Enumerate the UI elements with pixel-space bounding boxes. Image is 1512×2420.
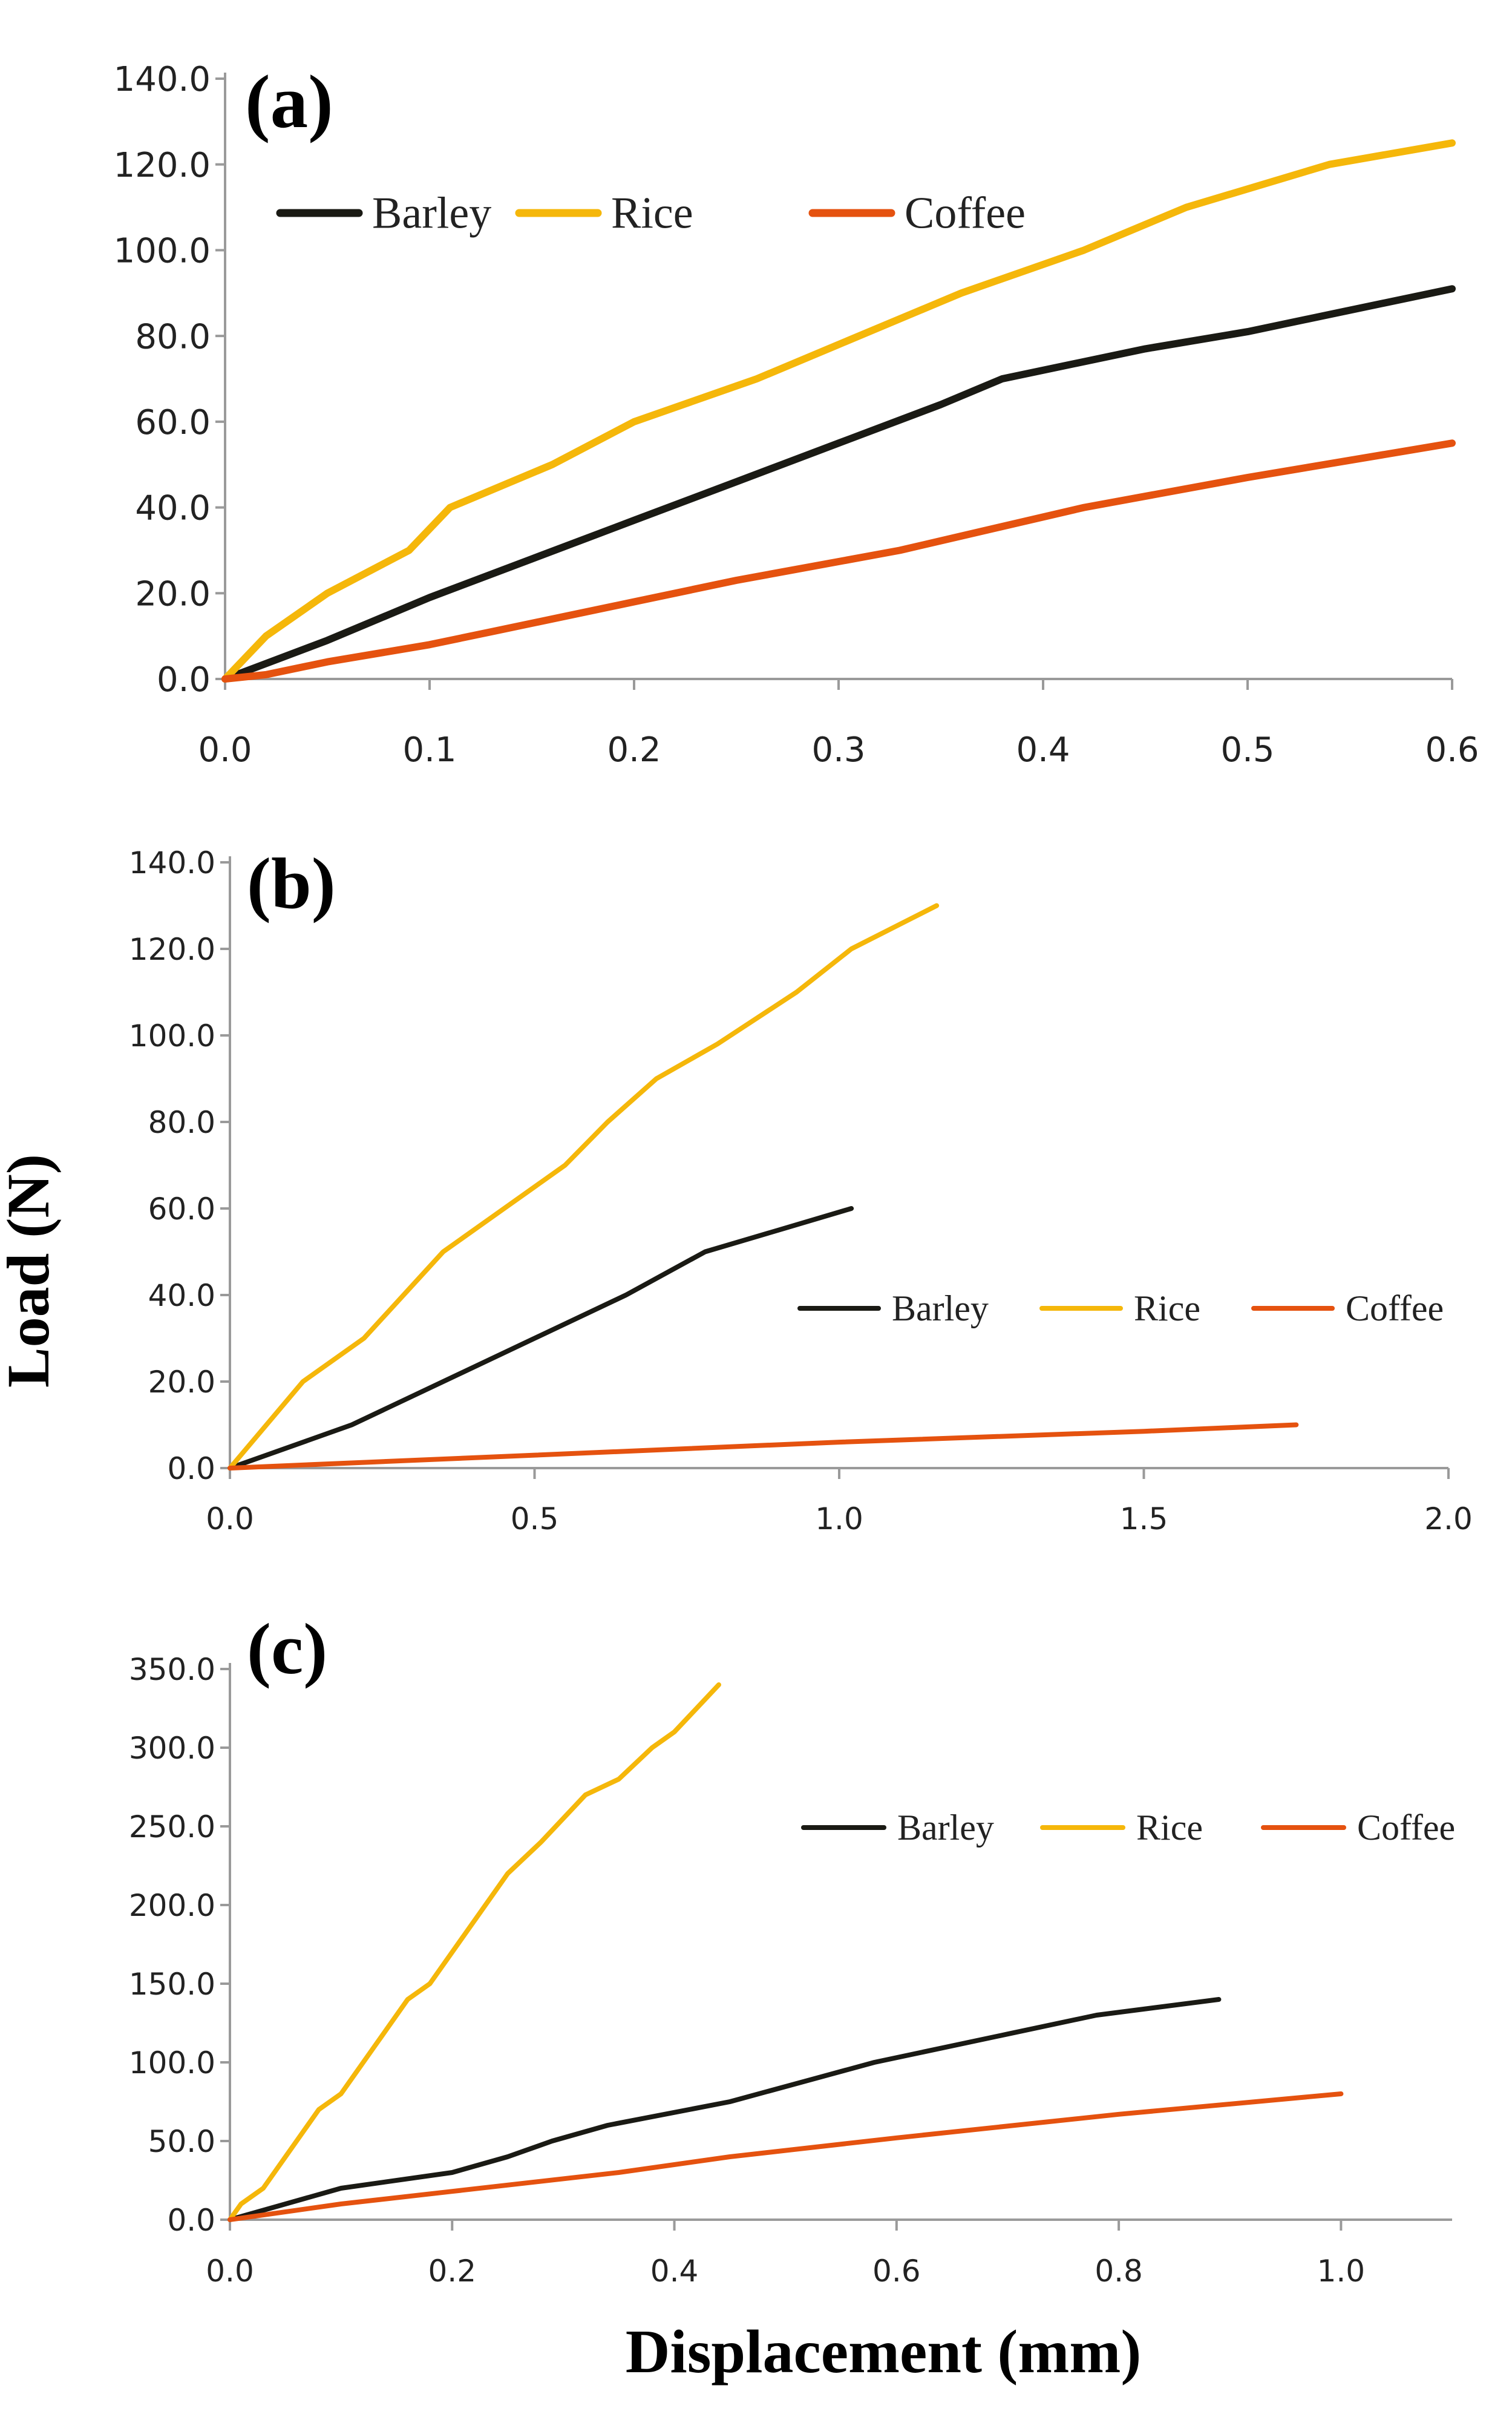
y-tick-label: 100.0 <box>129 2045 215 2081</box>
x-tick-label: 1.5 <box>1120 1501 1168 1536</box>
series-line-rice <box>227 1682 721 2222</box>
legend-label-coffee: Coffee <box>905 188 1026 238</box>
legend-label-rice: Rice <box>1136 1808 1203 1848</box>
y-tick-label: 80.0 <box>148 1105 215 1140</box>
y-tick-label: 100.0 <box>114 232 211 271</box>
series-line-coffee <box>227 1422 1299 1471</box>
y-tick-label: 20.0 <box>135 574 211 614</box>
series-line-barley <box>227 1997 1222 2222</box>
series-line-coffee <box>227 2091 1344 2222</box>
y-tick-label: 50.0 <box>148 2124 215 2159</box>
y-tick-label: 60.0 <box>148 1192 215 1227</box>
x-tick-label: 0.0 <box>206 1501 254 1536</box>
x-tick-label: 1.0 <box>1317 2254 1366 2289</box>
legend-label-rice: Rice <box>1134 1288 1200 1328</box>
y-tick-label: 140.0 <box>129 845 215 880</box>
y-tick-label: 0.0 <box>167 1451 215 1486</box>
legend: Barley Rice Coffee <box>801 1808 1455 1848</box>
legend-label-coffee: Coffee <box>1357 1808 1455 1848</box>
legend: Barley Rice Coffee <box>276 188 1026 238</box>
series-line-coffee <box>221 439 1456 683</box>
panel-label: (a) <box>245 61 333 144</box>
legend-label-barley: Barley <box>892 1288 989 1328</box>
y-tick-label: 300.0 <box>129 1731 215 1766</box>
y-tick-label: 140.0 <box>114 60 211 99</box>
panel-label: (c) <box>247 1608 327 1689</box>
x-axis-title: Displacement (mm) <box>626 2318 1142 2386</box>
x-tick-label: 0.1 <box>402 730 456 770</box>
y-tick-label: 350.0 <box>129 1652 215 1687</box>
x-tick-label: 0.5 <box>511 1501 559 1536</box>
y-tick-label: 250.0 <box>129 1809 215 1845</box>
legend-label-rice: Rice <box>611 188 693 238</box>
series-line-rice <box>221 139 1456 683</box>
chart-panel-1: 0.0 20.0 40.0 60.0 80.0 100.0 120.0 140.0 0.0 0.1… <box>114 60 1479 770</box>
x-tick-label: 0.8 <box>1095 2254 1143 2289</box>
legend-label-coffee: Coffee <box>1346 1288 1444 1328</box>
y-tick-label: 120.0 <box>114 146 211 185</box>
y-tick-label: 120.0 <box>129 932 215 967</box>
x-tick-label: 0.2 <box>428 2254 477 2289</box>
y-axis-title: Load (N) <box>0 1154 62 1388</box>
series-line-rice <box>227 903 940 1471</box>
x-tick-label: 0.4 <box>650 2254 699 2289</box>
legend-label-barley: Barley <box>372 188 491 238</box>
y-tick-label: 20.0 <box>148 1365 215 1400</box>
chart-panel-3: 0.0 50.0 100.0 150.0 200.0 250.0 300.0 350.0 0.0… <box>129 1608 1455 2289</box>
y-tick-label: 0.0 <box>167 2203 215 2238</box>
x-tick-label: 0.3 <box>811 730 865 770</box>
y-tick-label: 200.0 <box>129 1888 215 1923</box>
y-tick-label: 80.0 <box>135 317 211 356</box>
y-tick-label: 150.0 <box>129 1967 215 2002</box>
x-tick-label: 2.0 <box>1424 1501 1473 1536</box>
panel-label: (b) <box>247 843 336 923</box>
x-tick-label: 0.2 <box>607 730 661 770</box>
x-tick-label: 0.0 <box>198 730 252 770</box>
panels: 0.0 20.0 40.0 60.0 80.0 100.0 120.0 140.0 0.0 0.1… <box>114 60 1479 2289</box>
series-line-barley <box>221 285 1456 683</box>
y-tick-label: 60.0 <box>135 403 211 442</box>
x-tick-label: 1.0 <box>815 1501 863 1536</box>
x-tick-label: 0.6 <box>872 2254 921 2289</box>
y-tick-label: 40.0 <box>148 1278 215 1313</box>
x-tick-label: 0.5 <box>1220 730 1274 770</box>
y-tick-label: 100.0 <box>129 1018 215 1054</box>
y-tick-label: 0.0 <box>157 660 211 700</box>
legend-label-barley: Barley <box>897 1808 994 1848</box>
x-tick-label: 0.0 <box>206 2254 254 2289</box>
y-tick-label: 40.0 <box>135 489 211 528</box>
chart-panel-2: 0.0 20.0 40.0 60.0 80.0 100.0 120.0 140.0 0.0 0.5… <box>129 843 1473 1536</box>
series-line-barley <box>227 1206 854 1471</box>
x-tick-label: 0.6 <box>1425 730 1479 770</box>
x-tick-label: 0.4 <box>1016 730 1070 770</box>
legend: Barley Rice Coffee <box>797 1288 1444 1328</box>
